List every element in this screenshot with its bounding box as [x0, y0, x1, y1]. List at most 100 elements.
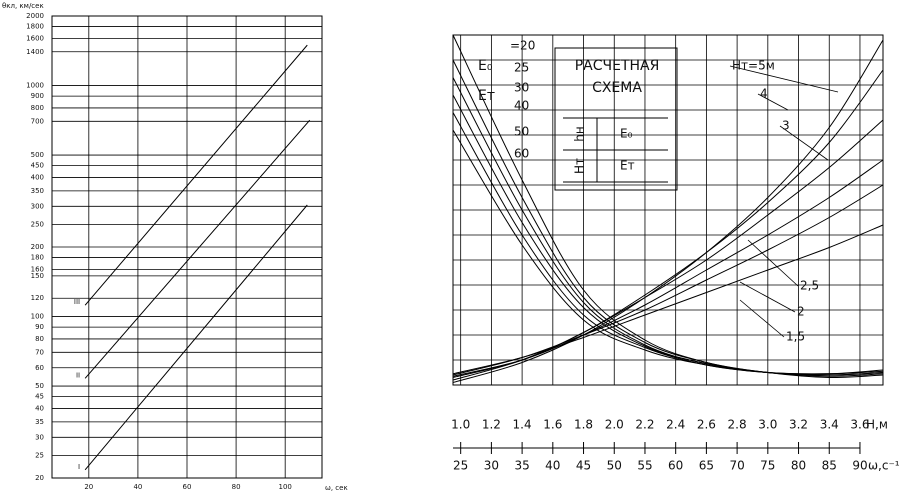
y-tick-label: 350: [31, 187, 44, 195]
x-tick-label: 3.4: [820, 418, 839, 432]
y-tick-label: 1400: [26, 48, 44, 56]
y-tick-label: 120: [31, 294, 44, 302]
y-tick-label: 500: [31, 151, 44, 159]
series-label: 30: [514, 81, 529, 95]
x2-tick-label: 70: [729, 459, 744, 473]
series-label: 60: [514, 147, 529, 161]
annotation: E₀: [620, 127, 633, 141]
y-tick-label: 35: [35, 418, 44, 426]
series-label: 2: [797, 305, 805, 319]
y-tick-label: 60: [35, 364, 44, 372]
curve: [84, 204, 308, 471]
x-tick-label: 2.2: [635, 418, 654, 432]
annotation: hн: [573, 126, 587, 141]
curve: [452, 224, 884, 375]
curve: [452, 59, 884, 377]
curve: [452, 129, 884, 375]
y-tick-label: 1600: [26, 34, 44, 42]
y-tick-label: 30: [35, 433, 44, 441]
x-tick-label: 3.2: [789, 418, 808, 432]
series-label: 1,5: [786, 330, 805, 344]
x2-tick-label: 45: [576, 459, 591, 473]
x-tick-label: 2.4: [666, 418, 685, 432]
annotation: СХЕМА: [592, 80, 642, 96]
y-tick-label: 450: [31, 162, 44, 170]
series-label: I: [78, 463, 80, 471]
annotation: РАСЧЕТНАЯ: [575, 58, 660, 74]
x2-tick-label: 50: [607, 459, 622, 473]
y-tick-label: 160: [31, 265, 44, 273]
leader-line: [747, 239, 799, 287]
x2-tick-label: 65: [699, 459, 714, 473]
x-tick-label: 100: [278, 483, 291, 491]
series-label: =20: [510, 39, 535, 53]
series-label: 4: [760, 87, 768, 101]
y-tick-label: 800: [31, 104, 44, 112]
x2-tick-label: 40: [545, 459, 560, 473]
y-tick-label: 1800: [26, 23, 44, 31]
y-tick-label: 80: [35, 335, 44, 343]
curve: [84, 44, 308, 306]
y-tick-label: 200: [31, 243, 44, 251]
y-tick-label: 90: [35, 323, 44, 331]
y-tick-label: 100: [31, 313, 44, 321]
x2-tick-label: 55: [637, 459, 652, 473]
x-axis-label: Н,м: [866, 418, 888, 432]
x2-tick-label: 25: [453, 459, 468, 473]
series-label: 50: [514, 125, 529, 139]
leader-line: [729, 65, 839, 93]
x-tick-label: 1.6: [543, 418, 562, 432]
annotation: Eт: [478, 88, 495, 104]
y-tick-label: 45: [35, 393, 44, 401]
leader-line: [739, 281, 796, 313]
x-tick-label: 1.2: [482, 418, 501, 432]
annotation: Eт: [620, 159, 635, 173]
scheme-box: [554, 47, 678, 191]
x2-tick-label: 80: [791, 459, 806, 473]
series-label: II: [76, 371, 80, 379]
x-tick-label: 1.4: [513, 418, 532, 432]
y-tick-label: 150: [31, 272, 44, 280]
curve: [452, 39, 884, 383]
x-tick-label: 1.8: [574, 418, 593, 432]
y-tick-label: 700: [31, 117, 44, 125]
y-tick-label: 1000: [26, 82, 44, 90]
leader-line: [779, 125, 829, 161]
x-tick-label: 2.0: [605, 418, 624, 432]
leader-line: [739, 299, 785, 338]
curve: [452, 94, 884, 376]
x2-tick-label: 30: [484, 459, 499, 473]
x2-tick-label: 60: [668, 459, 683, 473]
y-tick-label: 900: [31, 92, 44, 100]
y-tick-label: 180: [31, 254, 44, 262]
x-tick-label: 2.6: [697, 418, 716, 432]
leader-line: [757, 93, 789, 111]
series-label: 25: [514, 61, 529, 75]
y-tick-label: 300: [31, 202, 44, 210]
curve: [84, 119, 311, 379]
x2-tick-label: 35: [514, 459, 529, 473]
annotation: E₀: [478, 58, 493, 74]
curve: [452, 34, 884, 379]
series-label: 40: [514, 99, 529, 113]
x-tick-label: 80: [232, 483, 241, 491]
x2-tick-label: 85: [822, 459, 837, 473]
x-axis-label: ω, сек: [325, 484, 348, 492]
curve: [452, 159, 884, 377]
y-tick-label: 400: [31, 173, 44, 181]
y-tick-label: 25: [35, 452, 44, 460]
x-tick-label: 3.0: [758, 418, 777, 432]
y-tick-label: 40: [35, 404, 44, 412]
y-tick-label: 20: [35, 474, 44, 482]
y-tick-label: 250: [31, 221, 44, 229]
series-label: III: [74, 298, 80, 306]
series-label: 2,5: [800, 279, 819, 293]
y-tick-label: 50: [35, 382, 44, 390]
x2-axis-label: ω,с⁻¹: [868, 459, 900, 473]
x-tick-label: 40: [133, 483, 142, 491]
y-axis-label: θкл, км/сек: [2, 2, 44, 10]
series-label: Hт=5м: [732, 59, 775, 73]
y-tick-label: 2000: [26, 12, 44, 20]
x-tick-label: 20: [84, 483, 93, 491]
